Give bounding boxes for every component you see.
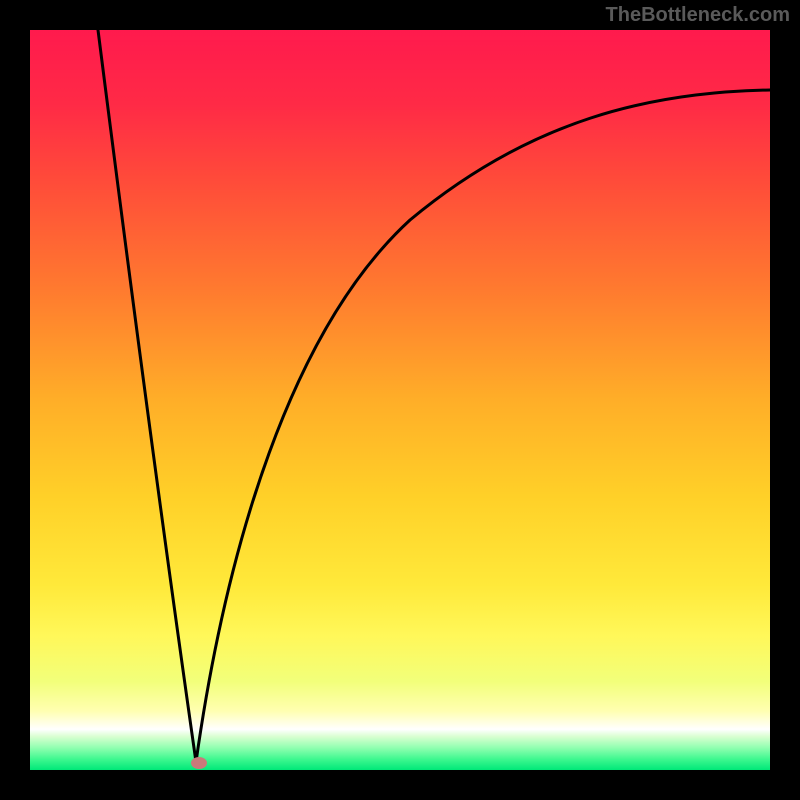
chart-root: TheBottleneck.com: [0, 0, 800, 800]
bottleneck-curve: [30, 30, 770, 770]
vertex-marker: [191, 757, 207, 769]
watermark-text: TheBottleneck.com: [606, 4, 790, 27]
plot-area: [30, 30, 770, 770]
